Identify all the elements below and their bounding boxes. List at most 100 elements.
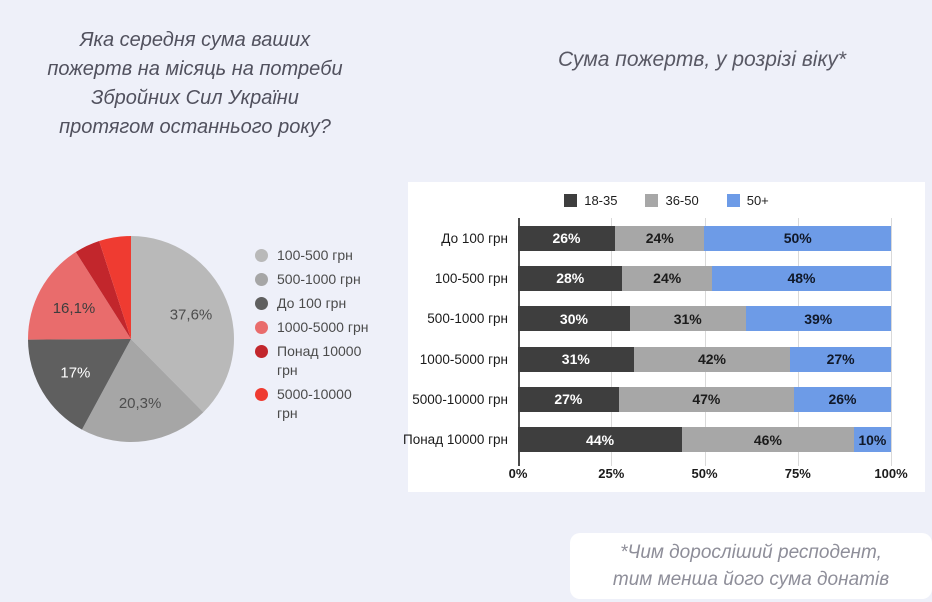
x-axis-tick-label: 50% bbox=[691, 466, 718, 481]
pie-chart-title-line: Яка середня сума ваших bbox=[79, 29, 311, 51]
bar-segment: 24% bbox=[614, 225, 705, 251]
bar-track: 27% 47% 26% bbox=[518, 386, 891, 412]
pie-legend-item: До 100 грн bbox=[255, 294, 385, 313]
bar-track: 31% 42% 27% bbox=[518, 346, 891, 372]
bar-segment: 28% bbox=[518, 265, 623, 291]
pie-slice-3 bbox=[27, 252, 131, 340]
bar-chart-rows: До 100 грн 26% 24% 50% 100-500 грн 28% 24% 48% 5… bbox=[403, 218, 891, 460]
bar-legend-swatch-icon bbox=[645, 194, 659, 207]
bar-legend-swatch-icon bbox=[726, 194, 740, 207]
bar-segment: 31% bbox=[629, 306, 746, 332]
bar-segment: 48% bbox=[711, 265, 891, 291]
pie-legend-label: 5000-10000 грн bbox=[277, 386, 352, 421]
bar-category-label: 5000-10000 грн bbox=[412, 391, 508, 407]
bar-legend-label: 18-35 bbox=[584, 193, 618, 208]
pie-legend-item: 1000-5000 грн bbox=[255, 318, 385, 337]
pie-chart: 37,6% 20,3% 17% 16,1% bbox=[25, 233, 237, 445]
pie-chart-title-line: пожертв на місяць на потреби bbox=[47, 58, 343, 80]
bar-segment: 26% bbox=[518, 225, 615, 251]
pie-legend-dot-icon bbox=[255, 273, 268, 286]
pie-slice-1 bbox=[81, 339, 204, 442]
pie-slice-value-label: 20,3% bbox=[119, 395, 162, 412]
pie-slice-value-label: 37,6% bbox=[170, 306, 213, 323]
bar-segment: 42% bbox=[633, 346, 791, 372]
bar-category-label: 500-1000 грн bbox=[427, 311, 508, 327]
pie-legend-item: Понад 10000 грн bbox=[255, 342, 385, 380]
pie-legend-item: 5000-10000 грн bbox=[255, 385, 385, 423]
bar-category-label: Понад 10000 грн bbox=[403, 432, 508, 448]
x-axis-tick-label: 0% bbox=[508, 466, 528, 481]
pie-chart-svg: 37,6% 20,3% 17% 16,1% bbox=[27, 236, 234, 442]
bar-segment: 31% bbox=[518, 346, 634, 372]
bar-chart-plot: До 100 грн 26% 24% 50% 100-500 грн 28% 24% 48% 5… bbox=[403, 218, 892, 466]
gridline bbox=[891, 218, 892, 466]
bar-row: 500-1000 грн 30% 31% 39% bbox=[427, 299, 891, 339]
pie-legend-dot-icon bbox=[255, 249, 268, 262]
pie-legend-dot-icon bbox=[255, 345, 268, 358]
pie-legend-label: До 100 грн bbox=[277, 295, 347, 311]
pie-chart-legend: 100-500 грн 500-1000 грн До 100 грн 1000-50… bbox=[255, 246, 385, 428]
pie-legend-item: 100-500 грн bbox=[255, 246, 385, 265]
bar-row: 1000-5000 грн 31% 42% 27% bbox=[420, 339, 891, 379]
bar-row: До 100 грн 26% 24% 50% bbox=[441, 218, 891, 258]
pie-chart-title: Яка середня сума ваших пожертв на місяць… bbox=[20, 26, 370, 142]
bar-segment: 24% bbox=[622, 265, 712, 291]
footnote-card: *Чим доросліший респодент, тим менша йог… bbox=[570, 533, 932, 599]
x-axis-tick-label: 100% bbox=[874, 466, 908, 481]
bar-category-label: 1000-5000 грн bbox=[419, 351, 508, 367]
pie-slice-2 bbox=[28, 339, 131, 430]
footnote-line: тим менша його сума донатів bbox=[612, 569, 890, 590]
gridline bbox=[611, 218, 613, 466]
bar-segment: 39% bbox=[745, 306, 891, 332]
x-axis-tick-label: 75% bbox=[784, 466, 811, 481]
bar-category-label: 100-500 грн bbox=[434, 270, 508, 286]
bar-legend-item: 36-50 bbox=[645, 193, 699, 208]
x-axis-tick-label: 25% bbox=[598, 466, 625, 481]
gridline bbox=[704, 218, 706, 466]
bar-legend-label: 50+ bbox=[746, 193, 769, 208]
pie-legend-dot-icon bbox=[255, 321, 268, 334]
bar-legend-item: 50+ bbox=[726, 193, 769, 208]
bar-segment: 10% bbox=[853, 427, 891, 453]
pie-legend-label: 500-1000 грн bbox=[277, 271, 361, 287]
bar-segment: 26% bbox=[794, 386, 891, 412]
bar-legend-swatch-icon bbox=[564, 194, 578, 207]
pie-slice-value-label: 16,1% bbox=[53, 300, 96, 317]
bar-track: 30% 31% 39% bbox=[518, 306, 891, 332]
bar-segment: 50% bbox=[704, 225, 891, 251]
pie-legend-dot-icon bbox=[255, 388, 268, 401]
y-axis-line bbox=[518, 218, 520, 466]
bar-row: 5000-10000 грн 27% 47% 26% bbox=[412, 379, 891, 419]
bar-chart-x-axis: 0% 25% 50% 75% 100% bbox=[509, 466, 908, 484]
pie-legend-item: 500-1000 грн bbox=[255, 270, 385, 289]
bar-track: 26% 24% 50% bbox=[518, 225, 891, 251]
pie-slice-5 bbox=[99, 236, 131, 339]
pie-legend-label: 100-500 грн bbox=[277, 247, 353, 263]
bar-legend-label: 36-50 bbox=[665, 193, 699, 208]
bar-category-label: До 100 грн bbox=[441, 230, 508, 246]
bar-segment: 46% bbox=[682, 427, 854, 453]
pie-slice-4 bbox=[75, 241, 131, 339]
pie-legend-dot-icon bbox=[255, 297, 268, 310]
bar-segment: 27% bbox=[518, 386, 619, 412]
bar-row: 100-500 грн 28% 24% 48% bbox=[435, 258, 891, 298]
pie-legend-label: 1000-5000 грн bbox=[277, 319, 369, 335]
pie-slice-value-label: 17% bbox=[60, 364, 90, 381]
bar-track: 28% 24% 48% bbox=[518, 265, 891, 291]
bar-chart-card: 18-35 36-50 50+ До 100 грн 26% 24% 50% 100-500… bbox=[403, 182, 925, 492]
bar-track: 44% 46% 10% bbox=[518, 427, 891, 453]
pie-chart-title-line: Збройних Сил України bbox=[91, 87, 299, 109]
bar-segment: 47% bbox=[618, 386, 794, 412]
bar-chart-legend: 18-35 36-50 50+ bbox=[408, 193, 925, 208]
bar-segment: 44% bbox=[518, 427, 683, 453]
bar-chart-title: Сума пожертв, у розрізі віку* bbox=[557, 48, 847, 71]
pie-legend-label: Понад 10000 грн bbox=[277, 343, 362, 378]
bar-chart-gridlines bbox=[518, 218, 892, 466]
gridline bbox=[797, 218, 799, 466]
bar-segment: 30% bbox=[518, 306, 630, 332]
bar-segment: 27% bbox=[790, 346, 891, 372]
bar-row: Понад 10000 грн 44% 46% 10% bbox=[403, 420, 891, 460]
footnote-line: *Чим доросліший респодент, bbox=[620, 542, 882, 563]
pie-chart-title-line: протягом останнього року? bbox=[59, 116, 331, 138]
